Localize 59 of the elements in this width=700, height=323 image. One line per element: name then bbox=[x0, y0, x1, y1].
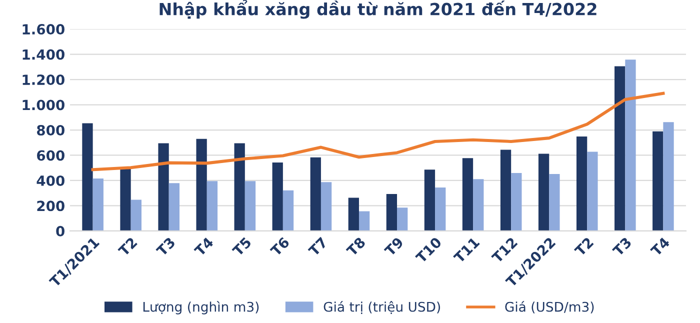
bar bbox=[244, 181, 256, 231]
bar bbox=[348, 198, 359, 231]
bar bbox=[272, 162, 283, 231]
x-tick-label: T4 bbox=[194, 236, 214, 257]
x-tick-label: T11 bbox=[453, 236, 480, 264]
x-tick-label: T4 bbox=[650, 236, 670, 257]
bar bbox=[511, 173, 522, 231]
y-tick-label: 1.000 bbox=[22, 100, 64, 110]
x-tick-label: T3 bbox=[156, 236, 176, 257]
bar bbox=[500, 150, 512, 231]
y-tick-label: 1.200 bbox=[22, 74, 64, 86]
bar bbox=[282, 190, 294, 231]
x-tick-label: T7 bbox=[308, 236, 328, 257]
bar bbox=[473, 179, 484, 231]
bar bbox=[234, 143, 245, 231]
bar bbox=[82, 123, 93, 231]
x-tick-label: T9 bbox=[384, 236, 404, 257]
bar bbox=[462, 158, 474, 231]
y-tick-label: 1.600 bbox=[22, 24, 64, 35]
bar bbox=[587, 152, 598, 231]
bar bbox=[625, 60, 636, 231]
bar bbox=[386, 194, 398, 231]
x-tick-label: T5 bbox=[232, 236, 252, 257]
bar bbox=[206, 181, 218, 231]
y-tick-label: 600 bbox=[37, 150, 64, 161]
chart-title: Nhập khẩu xăng dầu từ năm 2021 đến T4/2022 bbox=[160, 0, 596, 19]
line-series bbox=[91, 92, 665, 172]
x-tick-label: T10 bbox=[414, 236, 442, 264]
y-tick-label: 800 bbox=[36, 124, 64, 136]
legend-label: Lượng (nghìn m3) bbox=[143, 301, 259, 314]
bar bbox=[614, 66, 626, 231]
x-tick-label: T6 bbox=[270, 236, 290, 257]
bar bbox=[424, 170, 436, 231]
y-tick-label: 200 bbox=[37, 200, 64, 212]
bar bbox=[549, 174, 560, 231]
x-tick-label: T8 bbox=[346, 236, 366, 257]
bar bbox=[576, 136, 588, 231]
x-tick-label: T2 bbox=[574, 236, 594, 257]
bar bbox=[663, 122, 674, 231]
bar bbox=[130, 200, 142, 231]
bar bbox=[397, 208, 408, 231]
bar bbox=[168, 183, 180, 231]
bar bbox=[120, 168, 131, 231]
bar bbox=[435, 188, 446, 231]
legend-label: Giá trị (triệu USD) bbox=[324, 301, 440, 314]
x-tick-label: T3 bbox=[612, 236, 632, 257]
legend-label: Giá (USD/m3) bbox=[505, 301, 594, 314]
bar bbox=[358, 211, 370, 231]
bar bbox=[320, 182, 332, 231]
y-tick-label: 400 bbox=[36, 175, 64, 186]
y-tick-label: 1.400 bbox=[22, 49, 64, 60]
bar bbox=[310, 157, 321, 231]
bar bbox=[92, 178, 104, 231]
bar bbox=[196, 138, 207, 231]
bar bbox=[652, 131, 664, 231]
bar bbox=[538, 154, 550, 231]
y-tick-label: 0 bbox=[56, 226, 64, 236]
bar bbox=[158, 143, 169, 231]
x-tick-label: T2 bbox=[118, 236, 138, 257]
